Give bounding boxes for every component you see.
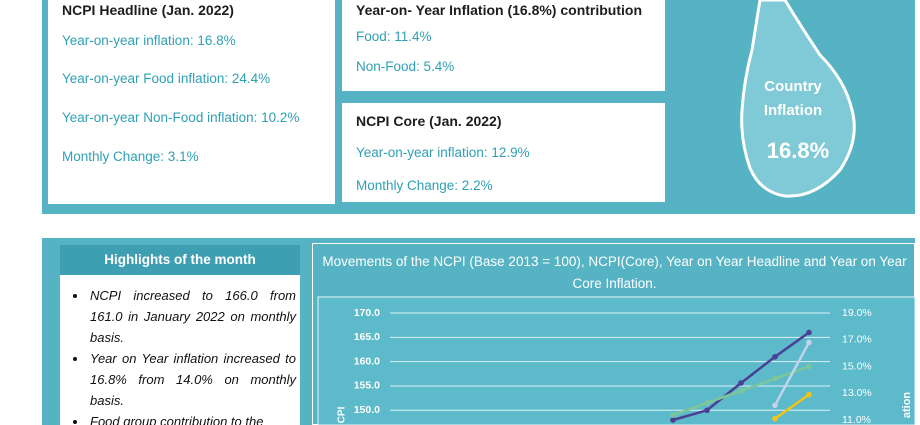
series-line [774, 393, 810, 420]
box-item: Year-on-year Non-Food inflation: 10.2% [62, 110, 300, 125]
chart: Movements of the NCPI (Base 2013 = 100),… [312, 243, 915, 425]
country-map: Country Inflation 16.8% [740, 0, 856, 198]
chart-title-box: Movements of the NCPI (Base 2013 = 100),… [322, 254, 907, 291]
highlights-list: NCPI increased to 166.0 from 161.0 in Ja… [60, 285, 300, 425]
chart-title: Movements of the NCPI (Base 2013 = 100),… [322, 254, 907, 291]
y-tick-label: 160.0 [354, 355, 380, 367]
box-title: Year-on- Year Inflation (16.8%) contribu… [356, 2, 643, 18]
bullet: Year on Year inflation increased to 16.8… [88, 348, 300, 411]
series-line [773, 341, 811, 406]
series-point [772, 415, 778, 422]
series-point [738, 380, 744, 386]
box-item: Non-Food: 5.4% [356, 59, 455, 74]
y-axis-label: CPI [337, 406, 348, 423]
series-point [738, 388, 744, 394]
series-point [772, 375, 778, 382]
box-item: Year-on-year inflation: 12.9% [356, 145, 530, 160]
series-point [772, 402, 778, 409]
box-title: NCPI Core (Jan. 2022) [356, 113, 502, 129]
y-tick-label: 150.0 [354, 404, 380, 416]
series-point [704, 400, 710, 406]
highlights: Highlights of the month NCPI increased t… [60, 245, 300, 425]
bullet: Food group contribution to the [88, 411, 300, 425]
y2-tick-label: 17.0% [842, 334, 872, 346]
series-point [806, 391, 812, 398]
y-tick-label: 155.0 [354, 380, 380, 392]
series-point [670, 412, 676, 418]
highlights-title: Highlights of the month [60, 245, 300, 275]
box-item: Year-on-year Food inflation: 24.4% [62, 71, 271, 86]
y-tick-label: 170.0 [354, 307, 380, 319]
y2-axis-label: ation [901, 392, 913, 419]
box-item: Food: 11.4% [356, 29, 432, 44]
country-value: 16.8% [767, 138, 829, 163]
series-point [704, 407, 710, 414]
headline-box: NCPI Headline (Jan. 2022) Year-on-year i… [48, 0, 335, 204]
series-point [806, 329, 812, 336]
series-point [772, 353, 778, 360]
island-shape [740, 0, 856, 198]
contribution-box: Year-on- Year Inflation (16.8%) contribu… [342, 0, 665, 91]
core-box: NCPI Core (Jan. 2022) Year-on-year infla… [342, 103, 665, 202]
plot-area [317, 296, 915, 425]
series-point [806, 363, 812, 370]
bullet: NCPI increased to 166.0 from 161.0 in Ja… [88, 285, 300, 348]
y2-tick-label: 11.0% [842, 414, 871, 425]
country-label: Country [764, 78, 822, 95]
box-item: Year-on-year inflation: 16.8% [62, 33, 236, 48]
series-point [806, 339, 812, 346]
y-tick-label: 165.0 [354, 331, 380, 343]
box-title: NCPI Headline (Jan. 2022) [62, 2, 234, 18]
box-item: Monthly Change: 2.2% [356, 178, 493, 193]
y2-tick-label: 19.0% [842, 307, 872, 319]
y2-tick-label: 13.0% [842, 387, 872, 399]
box-item: Monthly Change: 3.1% [62, 149, 199, 164]
country-label: Inflation [764, 102, 822, 119]
y2-tick-label: 15.0% [842, 360, 872, 372]
series-point [670, 417, 676, 423]
